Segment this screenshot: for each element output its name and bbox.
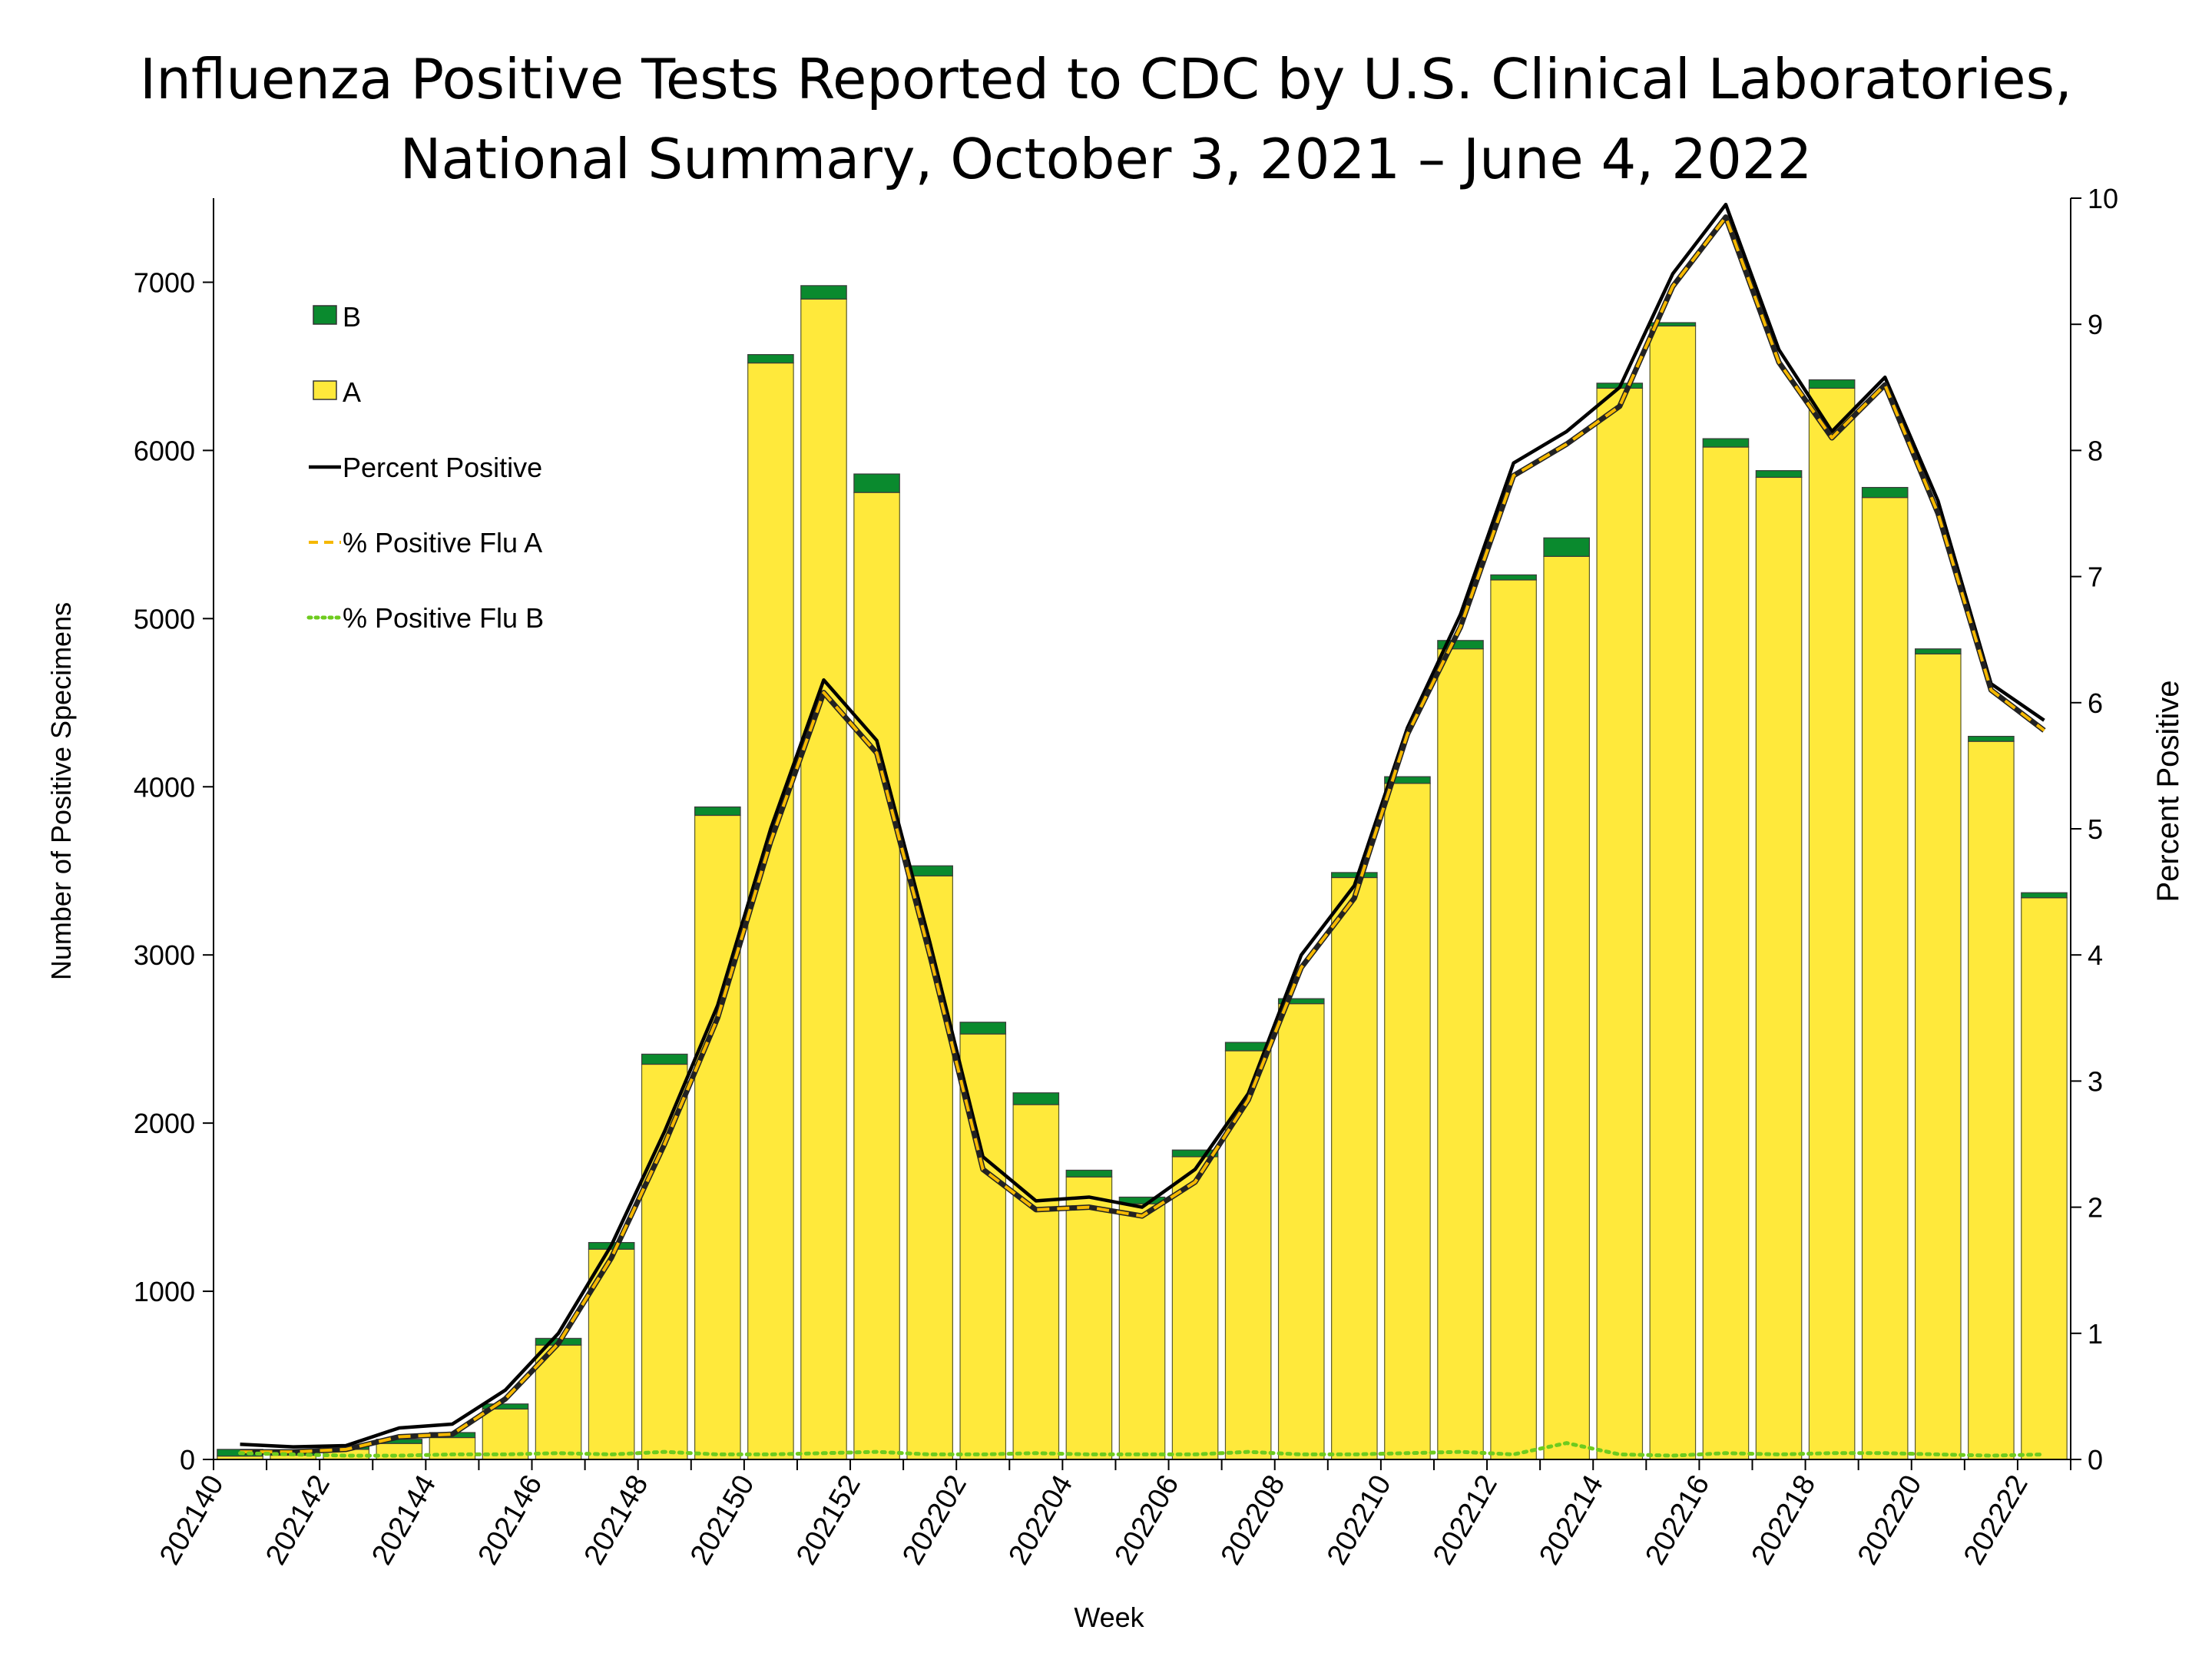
y-right-tick-label: 4: [2088, 939, 2103, 971]
y-left-tick-label: 3000: [134, 939, 195, 971]
y-left-tick-label: 6000: [134, 435, 195, 466]
bar-a-202219: [1861, 497, 1909, 1460]
legend-label: Percent Positive: [343, 452, 542, 483]
y-right-tick-label: 10: [2088, 183, 2118, 214]
bar-b-202152: [853, 473, 900, 493]
line-group: [238, 202, 2046, 1458]
bar-b-202212: [1490, 574, 1537, 581]
legend-swatch-a: [313, 380, 337, 400]
bar-b-202151: [800, 285, 847, 300]
bar-b-202218: [1808, 379, 1856, 389]
y-right-tick-label: 2: [2088, 1192, 2103, 1224]
bar-a-202214: [1596, 387, 1644, 1460]
bar-a-202150: [747, 362, 794, 1460]
bar-a-202204: [1065, 1176, 1113, 1460]
y-right-tick-label: 8: [2088, 435, 2103, 466]
legend-swatch-b: [313, 305, 337, 325]
bar-a-202149: [694, 814, 741, 1460]
y-axis-right-label: Percent Positive: [2151, 680, 2185, 902]
x-axis-label: Week: [1074, 1602, 1144, 1633]
bar-a-202221: [1968, 740, 2015, 1460]
bar-b-202148: [641, 1053, 688, 1065]
bar-a-202205: [1118, 1203, 1166, 1460]
bar-b-202203: [1012, 1092, 1060, 1105]
bar-a-202146: [535, 1344, 582, 1460]
bar-a-202220: [1914, 653, 1962, 1460]
legend-label: B: [343, 301, 361, 333]
bar-b-202150: [747, 354, 794, 364]
chart-title-line-1: Influenza Positive Tests Reported to CDC…: [140, 47, 2072, 111]
bar-b-202211: [1437, 640, 1484, 650]
y-left-tick-label: 5000: [134, 603, 195, 634]
bar-a-202209: [1331, 876, 1378, 1460]
legend-label: % Positive Flu A: [343, 527, 542, 558]
y-left-tick-label: 2000: [134, 1108, 195, 1139]
bar-group: [217, 285, 2068, 1460]
y-axis-left-label: Number of Positive Specimens: [45, 602, 77, 980]
bar-b-202209: [1331, 872, 1378, 879]
bar-a-202145: [482, 1408, 529, 1460]
line-percent-flu-b: [238, 1441, 2046, 1458]
bar-b-202222: [2021, 892, 2068, 899]
bar-a-202210: [1384, 783, 1431, 1460]
bar-b-202216: [1702, 438, 1750, 448]
bar-a-202218: [1808, 387, 1856, 1460]
legend-label: % Positive Flu B: [343, 602, 544, 634]
line-percent-positive: [240, 202, 2045, 1449]
bar-a-202206: [1171, 1156, 1219, 1460]
bar-b-202149: [694, 806, 741, 817]
y-left-tick-label: 4000: [134, 771, 195, 803]
bar-b-202201: [906, 865, 953, 876]
chart-title-line-2: National Summary, October 3, 2021 – June…: [400, 127, 1813, 191]
bar-b-202208: [1277, 998, 1325, 1005]
bar-a-202201: [906, 875, 953, 1460]
y-left-tick-label: 1000: [134, 1276, 195, 1307]
legend: B A Percent Positive % Positive Flu A % Posi…: [306, 301, 544, 634]
bar-a-202215: [1649, 325, 1697, 1460]
bar-b-202204: [1065, 1169, 1113, 1178]
bar-a-202217: [1755, 476, 1803, 1460]
legend-label: A: [343, 376, 361, 408]
bar-a-202152: [853, 492, 900, 1460]
y-right-tick-label: 1: [2088, 1318, 2103, 1350]
bar-a-202208: [1277, 1003, 1325, 1460]
bar-b-202221: [1968, 735, 2015, 742]
bar-b-202210: [1384, 776, 1431, 784]
bar-b-202220: [1914, 648, 1962, 654]
bar-a-202151: [800, 298, 847, 1460]
bar-b-202202: [959, 1022, 1007, 1035]
bar-a-202148: [641, 1063, 688, 1460]
y-left-tick-label: 0: [180, 1444, 195, 1476]
y-right-tick-label: 9: [2088, 309, 2103, 340]
bar-a-202213: [1543, 555, 1590, 1460]
bar-a-202212: [1490, 579, 1537, 1460]
bar-a-202211: [1437, 648, 1484, 1460]
y-left-tick-label: 7000: [134, 267, 195, 298]
bar-b-202219: [1861, 486, 1909, 499]
bar-b-202213: [1543, 537, 1590, 557]
bar-b-202217: [1755, 470, 1803, 479]
y-right-tick-label: 5: [2088, 813, 2103, 845]
y-right-tick-label: 6: [2088, 687, 2103, 719]
bar-b-202206: [1171, 1149, 1219, 1158]
bar-a-202216: [1702, 446, 1750, 1460]
bar-a-202222: [2021, 897, 2068, 1460]
y-right-tick-label: 7: [2088, 562, 2103, 593]
y-right-tick-label: 0: [2088, 1444, 2103, 1476]
y-right-tick-label: 3: [2088, 1065, 2103, 1097]
bar-a-202207: [1224, 1050, 1272, 1460]
line-percent-flu-a: [240, 215, 2045, 1454]
bar-a-202203: [1012, 1104, 1060, 1460]
